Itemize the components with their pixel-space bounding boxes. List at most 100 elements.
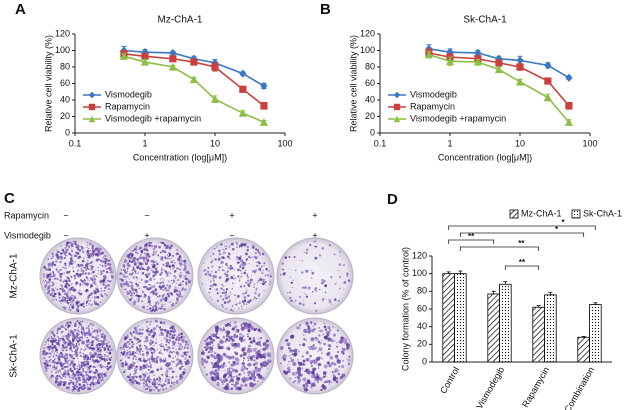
- colony: [175, 359, 177, 361]
- colony: [58, 296, 61, 299]
- colony: [311, 370, 315, 375]
- colony: [52, 368, 54, 371]
- colony: [83, 364, 86, 367]
- colony: [130, 291, 132, 293]
- condition-sign: +: [312, 210, 317, 220]
- colony: [55, 354, 58, 357]
- colony: [76, 353, 79, 356]
- error-bar: [446, 271, 451, 274]
- y-tick-label: 80: [365, 61, 375, 71]
- colony: [310, 269, 312, 272]
- colony: [133, 248, 136, 251]
- colony: [119, 272, 122, 275]
- colony: [210, 270, 213, 273]
- colony: [155, 262, 159, 266]
- colony: [211, 341, 214, 343]
- colony: [166, 274, 169, 277]
- colony: [310, 323, 313, 325]
- colony: [169, 385, 173, 388]
- colony: [160, 241, 162, 244]
- colony: [85, 366, 87, 369]
- colony: [174, 381, 176, 384]
- colony: [73, 254, 77, 258]
- colony: [96, 285, 98, 287]
- colony: [75, 339, 77, 341]
- colony: [223, 289, 225, 291]
- colony: [170, 260, 174, 264]
- bar: [577, 336, 590, 363]
- colony: [146, 259, 150, 263]
- colony: [58, 327, 62, 331]
- colony: [45, 341, 48, 344]
- colony: [255, 327, 258, 330]
- colony: [249, 340, 253, 344]
- colony: [152, 285, 156, 288]
- colony: [286, 367, 290, 370]
- colony: [56, 257, 60, 261]
- colony: [318, 326, 321, 329]
- marker: [190, 58, 198, 66]
- colony: [220, 263, 222, 265]
- colony: [148, 244, 151, 247]
- colony: [63, 292, 66, 296]
- colony: [220, 345, 224, 350]
- colonies: [119, 241, 191, 313]
- colony: [138, 248, 141, 251]
- colony: [241, 377, 245, 382]
- colony: [104, 339, 106, 341]
- colonies: [201, 241, 272, 312]
- colony: [209, 280, 212, 283]
- colony: [215, 288, 219, 291]
- colony: [164, 298, 168, 302]
- colony: [135, 358, 138, 361]
- colony: [92, 245, 94, 247]
- colony: [170, 268, 172, 270]
- colony: [316, 356, 321, 361]
- colony: [66, 366, 68, 368]
- colony: [180, 259, 184, 263]
- colony: [139, 253, 142, 256]
- colony: [142, 326, 144, 328]
- colony: [251, 256, 254, 259]
- colony: [343, 288, 345, 291]
- colony: [69, 379, 71, 382]
- colony: [314, 287, 318, 290]
- colony: [252, 337, 256, 341]
- colony: [341, 258, 343, 260]
- colony: [252, 339, 256, 343]
- colony: [136, 349, 139, 352]
- colony: [65, 244, 68, 246]
- colony: [44, 366, 48, 370]
- colony: [269, 281, 272, 284]
- colony: [149, 286, 152, 289]
- colony: [160, 331, 163, 335]
- colony: [144, 340, 147, 343]
- colony: [218, 327, 222, 331]
- colony: [245, 258, 248, 261]
- colony: [112, 275, 114, 277]
- colony: [153, 382, 156, 384]
- colony: [133, 336, 137, 340]
- colony: [145, 288, 148, 290]
- colony: [137, 283, 140, 286]
- colony: [320, 388, 323, 392]
- colony: [240, 340, 243, 343]
- colony: [109, 365, 113, 368]
- colony: [52, 294, 55, 298]
- colony: [222, 298, 225, 301]
- colony: [127, 362, 129, 364]
- colony: [80, 388, 83, 391]
- colony: [63, 326, 65, 328]
- colony: [155, 302, 158, 305]
- colony: [141, 266, 143, 268]
- colony: [142, 328, 144, 331]
- colony: [151, 341, 154, 344]
- colony: [132, 377, 134, 379]
- colony: [319, 341, 322, 345]
- colony: [225, 338, 229, 341]
- colony: [91, 286, 93, 288]
- colony: [242, 357, 246, 360]
- colony: [57, 384, 59, 386]
- colony: [87, 295, 90, 297]
- marker: [259, 118, 269, 126]
